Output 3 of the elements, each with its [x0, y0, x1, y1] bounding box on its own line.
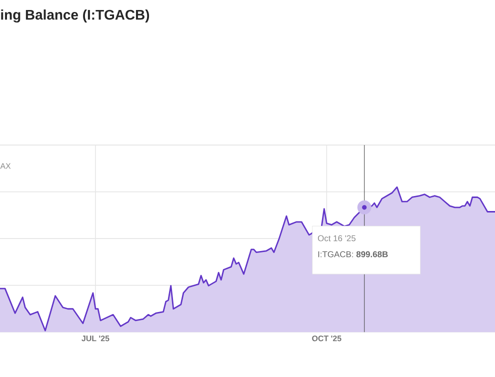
annotation: I:TGACB: 899.68B: [318, 251, 388, 258]
chart-title: ing Balance (I:TGACB): [1, 9, 150, 23]
annotation: Oct 16 '25: [318, 235, 356, 242]
